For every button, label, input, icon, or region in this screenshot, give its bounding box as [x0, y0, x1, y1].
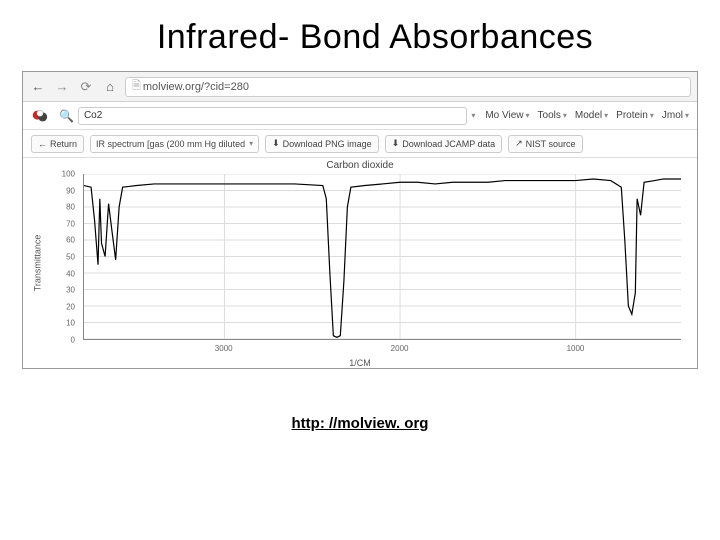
x-ticks: 300020001000: [83, 344, 681, 356]
source-link[interactable]: http: //molview. org: [0, 415, 720, 432]
return-label: Return: [50, 139, 77, 149]
app-menu-bar: 🔍 ▾ Mo View▾ Tools▾ Model▾ Protein▾ Jmol…: [23, 102, 697, 130]
menu-label: Mo View: [485, 110, 523, 121]
menu-label: Jmol: [662, 110, 683, 121]
spectrum-toolbar: ←Return IR spectrum [gas (200 mm Hg dilu…: [23, 130, 697, 158]
download-jcamp-label: Download JCAMP data: [402, 139, 495, 149]
download-png-label: Download PNG image: [283, 139, 372, 149]
browser-frame: ← → ⟳ ⌂ 🗎 molview.org/?cid=280 🔍 ▾ Mo Vi…: [22, 71, 698, 369]
external-link-icon: ↗: [515, 138, 523, 149]
app-menu: Mo View▾ Tools▾ Model▾ Protein▾ Jmol▾: [485, 110, 689, 121]
url-text: molview.org/?cid=280: [143, 81, 249, 93]
browser-nav-bar: ← → ⟳ ⌂ 🗎 molview.org/?cid=280: [23, 72, 697, 102]
forward-button[interactable]: →: [53, 78, 71, 96]
x-axis-label: 1/CM: [23, 358, 697, 368]
menu-model[interactable]: Model▾: [575, 110, 608, 121]
menu-label: Model: [575, 110, 602, 121]
nist-label: NIST source: [526, 139, 576, 149]
search-input[interactable]: [78, 107, 467, 125]
menu-label: Tools: [538, 110, 561, 121]
download-icon: ⬇: [392, 138, 400, 149]
search-wrap: 🔍 ▾: [59, 107, 475, 125]
url-bar[interactable]: 🗎 molview.org/?cid=280: [125, 77, 691, 97]
chevron-down-icon: ▾: [563, 111, 567, 120]
download-icon: ⬇: [272, 138, 280, 149]
return-button[interactable]: ←Return: [31, 135, 84, 153]
chevron-down-icon: ▾: [604, 111, 608, 120]
page-icon: 🗎: [132, 77, 141, 96]
menu-tools[interactable]: Tools▾: [538, 110, 567, 121]
search-icon: 🔍: [59, 109, 74, 123]
back-button[interactable]: ←: [29, 78, 47, 96]
spectrum-selector[interactable]: IR spectrum [gas (200 mm Hg diluted: [90, 135, 259, 153]
chart-title: Carbon dioxide: [23, 160, 697, 171]
home-button[interactable]: ⌂: [101, 78, 119, 96]
download-jcamp-button[interactable]: ⬇Download JCAMP data: [385, 135, 502, 153]
chevron-down-icon: ▾: [685, 111, 689, 120]
menu-molview[interactable]: Mo View▾: [485, 110, 529, 121]
chevron-down-icon: ▾: [526, 111, 530, 120]
y-ticks: 0102030405060708090100: [23, 174, 79, 340]
ir-spectrum-chart: Carbon dioxide Transmittance 01020304050…: [23, 158, 697, 368]
menu-label: Protein: [616, 110, 648, 121]
download-png-button[interactable]: ⬇Download PNG image: [265, 135, 379, 153]
arrow-left-icon: ←: [38, 139, 47, 149]
selector-label: IR spectrum [gas (200 mm Hg diluted: [96, 139, 245, 149]
search-dropdown-icon[interactable]: ▾: [471, 111, 475, 120]
nist-source-button[interactable]: ↗NIST source: [508, 135, 582, 153]
menu-protein[interactable]: Protein▾: [616, 110, 654, 121]
reload-button[interactable]: ⟳: [77, 78, 95, 96]
chevron-down-icon: ▾: [650, 111, 654, 120]
molview-logo-icon: [31, 107, 49, 125]
plot-area: [83, 174, 681, 340]
slide-title: Infrared- Bond Absorbances: [0, 0, 720, 65]
menu-jmol[interactable]: Jmol▾: [662, 110, 689, 121]
